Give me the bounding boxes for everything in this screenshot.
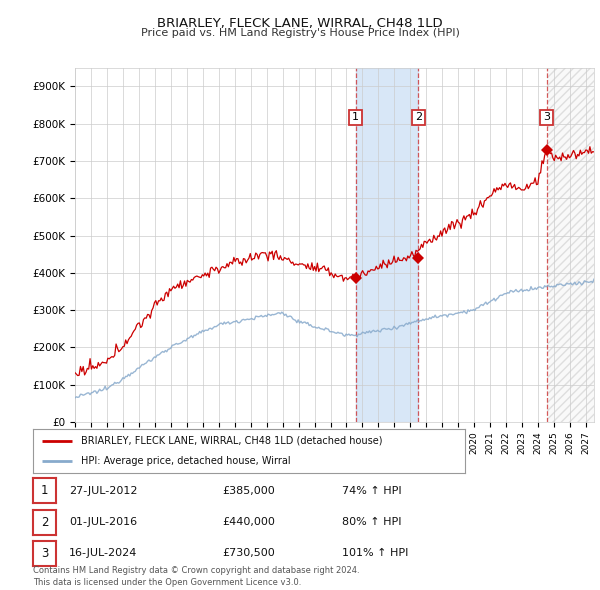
Text: BRIARLEY, FLECK LANE, WIRRAL, CH48 1LD (detached house): BRIARLEY, FLECK LANE, WIRRAL, CH48 1LD (… bbox=[80, 436, 382, 446]
Text: £730,500: £730,500 bbox=[222, 549, 275, 558]
Text: 2: 2 bbox=[41, 516, 48, 529]
Text: 3: 3 bbox=[543, 113, 550, 122]
Text: 27-JUL-2012: 27-JUL-2012 bbox=[69, 486, 137, 496]
Text: 3: 3 bbox=[41, 547, 48, 560]
Text: 80% ↑ HPI: 80% ↑ HPI bbox=[342, 517, 401, 527]
Text: 2: 2 bbox=[415, 113, 422, 122]
Text: 101% ↑ HPI: 101% ↑ HPI bbox=[342, 549, 409, 558]
Text: 01-JUL-2016: 01-JUL-2016 bbox=[69, 517, 137, 527]
Text: 74% ↑ HPI: 74% ↑ HPI bbox=[342, 486, 401, 496]
Text: £440,000: £440,000 bbox=[222, 517, 275, 527]
Text: HPI: Average price, detached house, Wirral: HPI: Average price, detached house, Wirr… bbox=[80, 456, 290, 466]
Text: Price paid vs. HM Land Registry's House Price Index (HPI): Price paid vs. HM Land Registry's House … bbox=[140, 28, 460, 38]
Bar bbox=[356, 68, 418, 422]
Text: 1: 1 bbox=[41, 484, 48, 497]
Bar bbox=[547, 68, 594, 422]
Text: 16-JUL-2024: 16-JUL-2024 bbox=[69, 549, 137, 558]
Text: Contains HM Land Registry data © Crown copyright and database right 2024.
This d: Contains HM Land Registry data © Crown c… bbox=[33, 566, 359, 587]
Text: 1: 1 bbox=[352, 113, 359, 122]
Text: £385,000: £385,000 bbox=[222, 486, 275, 496]
Text: BRIARLEY, FLECK LANE, WIRRAL, CH48 1LD: BRIARLEY, FLECK LANE, WIRRAL, CH48 1LD bbox=[157, 17, 443, 30]
